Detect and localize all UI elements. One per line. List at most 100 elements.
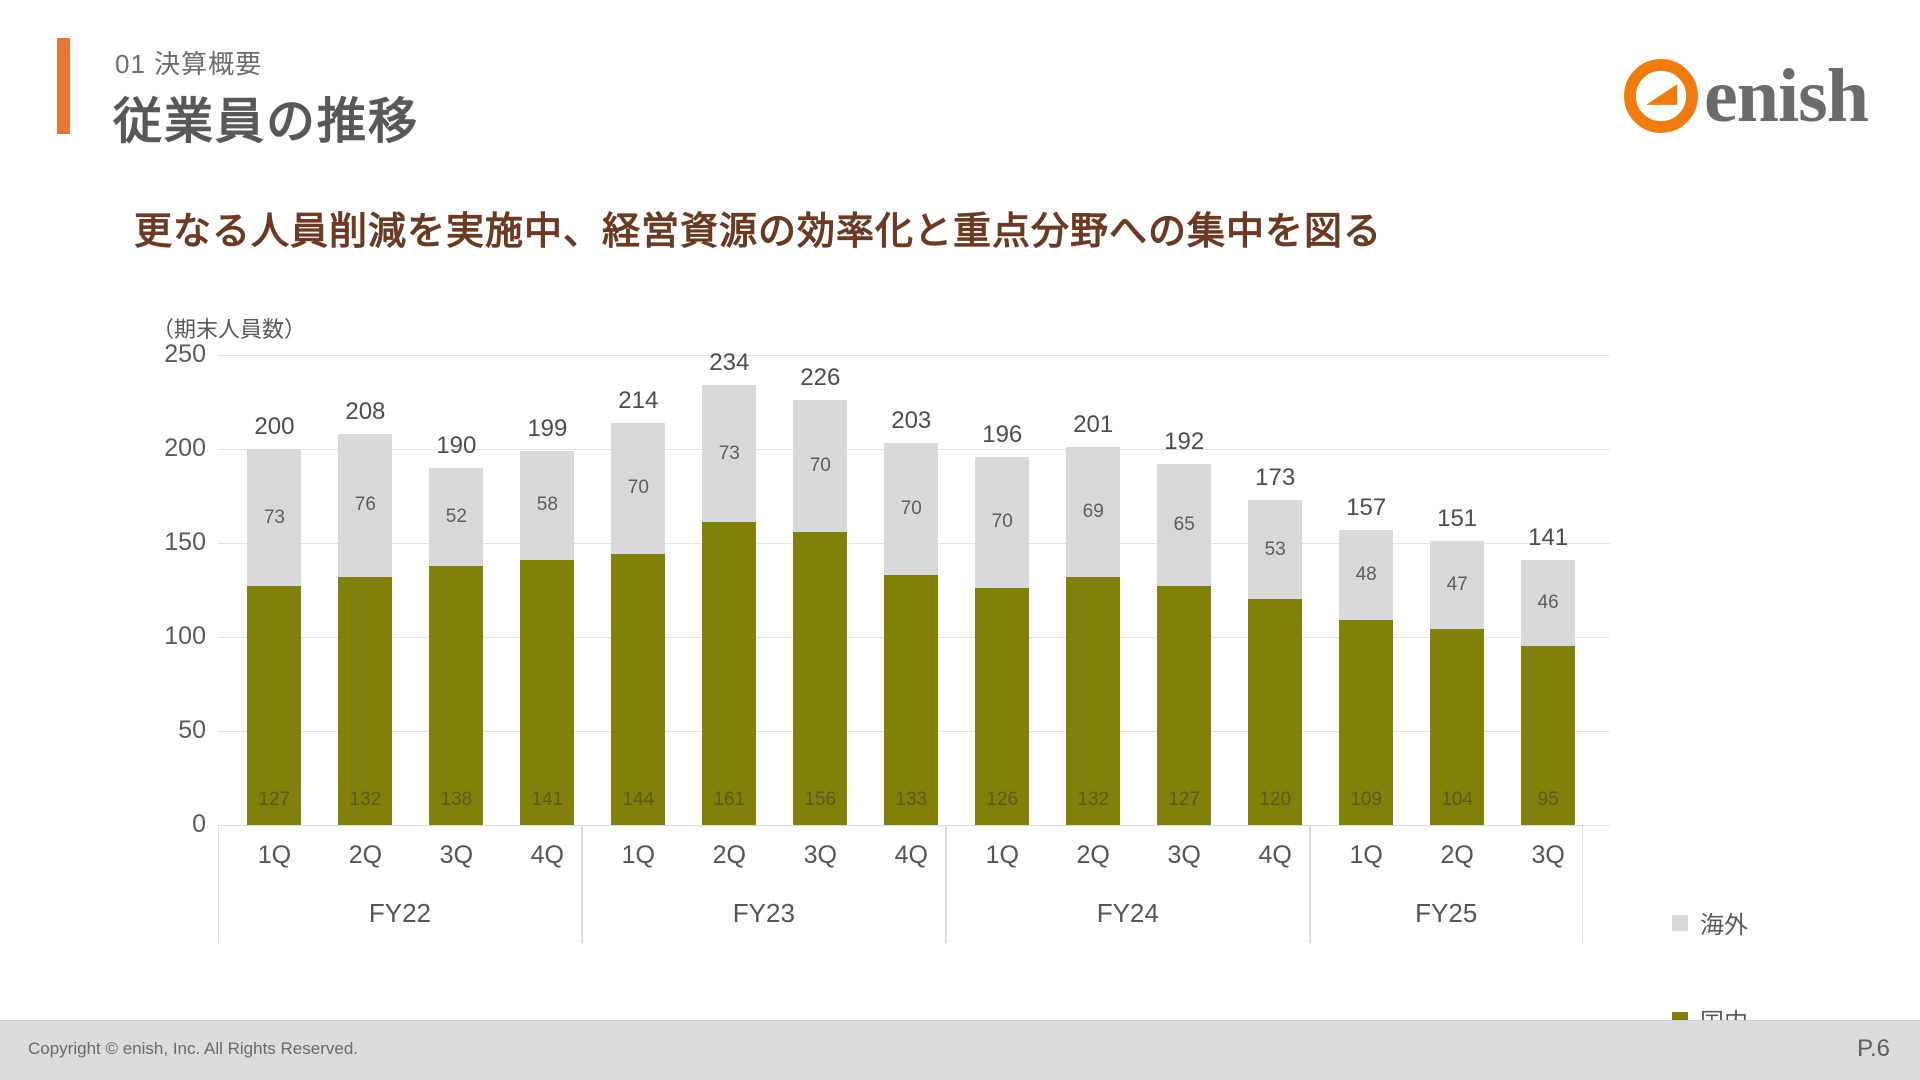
bar-total-label: 199 — [527, 414, 568, 442]
bar-segment-overseas[interactable]: 70 — [793, 400, 848, 532]
bar-column[interactable]: 203 70 133 — [884, 407, 939, 825]
bar-column[interactable]: 199 58 141 — [520, 415, 575, 825]
y-axis-tick-label: 250 — [164, 340, 206, 368]
bar-segment-overseas[interactable]: 70 — [884, 443, 939, 575]
bar-segment-domestic[interactable]: 104 — [1430, 629, 1485, 825]
bar-segment-domestic[interactable]: 133 — [884, 574, 939, 825]
bar-column[interactable]: 192 65 127 — [1157, 428, 1212, 825]
bar-segment-domestic[interactable]: 161 — [702, 522, 757, 825]
fiscal-year-label: FY25 — [1415, 898, 1478, 928]
bar-segment-overseas[interactable]: 58 — [520, 450, 575, 560]
section-eyebrow: 01 決算概要 — [115, 49, 263, 79]
bar-segment-label-overseas: 58 — [536, 494, 558, 516]
bar-segment-overseas[interactable]: 70 — [975, 456, 1030, 589]
bar-segment-overseas[interactable]: 73 — [247, 449, 302, 587]
bar-segment-domestic[interactable]: 127 — [1157, 586, 1212, 825]
bar-column[interactable]: 196 70 126 — [975, 421, 1030, 825]
bar-total-label: 234 — [709, 349, 750, 377]
fiscal-year-label: FY22 — [368, 898, 432, 928]
bar-segment-overseas[interactable]: 76 — [338, 433, 393, 577]
bar-segment-overseas[interactable]: 47 — [1430, 541, 1485, 630]
bar-segment-label-overseas: 70 — [809, 454, 831, 476]
bar-segment-domestic[interactable]: 132 — [1066, 576, 1121, 825]
bar-segment-label-domestic: 120 — [1259, 789, 1292, 810]
x-axis-tick-label: 3Q — [439, 841, 474, 869]
bar-segment-domestic[interactable]: 120 — [1248, 599, 1303, 825]
bar-segment-overseas[interactable]: 70 — [611, 422, 666, 555]
bar-total-label: 200 — [254, 413, 295, 440]
bar-total-label: 203 — [891, 407, 932, 435]
x-axis-tick-label: 1Q — [985, 841, 1019, 869]
plot-area: 0 50 100 150 200 250 200 73 127 208 76 132 190 52 138 1… — [164, 340, 1610, 838]
bar-segment-domestic[interactable]: 144 — [611, 554, 666, 825]
bar-column[interactable]: 190 52 138 — [429, 432, 484, 825]
bar-segment-label-domestic: 109 — [1350, 789, 1383, 810]
bar-segment-label-overseas: 70 — [991, 511, 1013, 533]
bar-segment-overseas[interactable]: 46 — [1521, 559, 1576, 647]
bar-segment-label-domestic: 161 — [713, 789, 746, 810]
bar-total-label: 214 — [618, 386, 659, 414]
bar-segment-label-domestic: 138 — [440, 789, 473, 810]
bar-segment-overseas[interactable]: 52 — [429, 467, 484, 566]
bar-segment-domestic[interactable]: 141 — [520, 559, 575, 825]
bar-segment-domestic[interactable]: 126 — [975, 588, 1030, 825]
bar-segment-label-domestic: 133 — [895, 789, 928, 810]
fiscal-year-group: FY25 — [1309, 825, 1583, 943]
bar-column[interactable]: 234 73 161 — [702, 349, 757, 825]
bar-segment-domestic[interactable]: 127 — [247, 586, 302, 825]
bar-segment-overseas[interactable]: 65 — [1157, 464, 1212, 587]
bar-segment-domestic[interactable]: 109 — [1339, 620, 1394, 825]
x-axis-tick-label: 1Q — [257, 841, 292, 869]
bar-segment-domestic[interactable]: 138 — [429, 565, 484, 825]
y-axis-tick-label: 50 — [178, 716, 206, 744]
title-accent-bar — [57, 38, 70, 134]
legend-label-overseas: 海外 — [1700, 912, 1748, 939]
bar-column[interactable]: 173 53 120 — [1248, 464, 1303, 825]
bar-segment-label-overseas: 76 — [354, 494, 376, 516]
x-axis-tick-label: 4Q — [894, 841, 928, 869]
y-axis-tick-label: 200 — [164, 434, 206, 462]
bar-column[interactable]: 226 70 156 — [793, 364, 848, 825]
bar-column[interactable]: 157 48 109 — [1339, 494, 1394, 825]
fiscal-year-group: FY23 — [581, 825, 946, 943]
x-axis-tick-label: 1Q — [1349, 841, 1383, 869]
fiscal-year-label: FY23 — [732, 898, 795, 928]
y-axis-unit-label: （期末人員数） — [152, 317, 307, 342]
legend-swatch-overseas — [1672, 914, 1688, 931]
bar-segment-domestic[interactable]: 156 — [793, 531, 848, 825]
bar-segment-label-overseas: 52 — [445, 505, 467, 527]
enish-e-mark-icon — [1624, 59, 1699, 133]
x-axis-tick-label: 2Q — [1440, 841, 1474, 869]
y-axis-tick-label: 0 — [192, 810, 206, 838]
legend-item-overseas[interactable]: 海外 — [1672, 905, 1748, 940]
bar-segment-label-domestic: 104 — [1441, 789, 1473, 810]
bar-segment-overseas[interactable]: 73 — [702, 385, 757, 523]
bar-total-label: 190 — [436, 431, 477, 459]
bar-segment-domestic[interactable]: 95 — [1521, 646, 1576, 825]
bar-column[interactable]: 214 70 144 — [611, 387, 666, 825]
bar-segment-label-overseas: 70 — [627, 477, 649, 499]
bar-column[interactable]: 151 47 104 — [1430, 505, 1485, 825]
bar-segment-overseas[interactable]: 53 — [1248, 499, 1303, 600]
y-axis-tick-label: 150 — [164, 528, 206, 556]
bar-segment-label-domestic: 144 — [622, 789, 655, 810]
bar-segment-overseas[interactable]: 48 — [1339, 529, 1394, 621]
bar-column[interactable]: 208 76 132 — [338, 398, 393, 825]
bar-segment-label-overseas: 73 — [263, 506, 285, 528]
bar-segment-label-overseas: 47 — [1446, 574, 1468, 596]
x-axis-tick-label: 4Q — [530, 841, 565, 869]
x-axis-tick-label: 2Q — [1076, 841, 1110, 869]
bar-segment-label-overseas: 70 — [900, 498, 922, 520]
x-axis-tick-label: 2Q — [712, 841, 746, 869]
bar-segment-overseas[interactable]: 69 — [1066, 447, 1121, 577]
bar-column[interactable]: 201 69 132 — [1066, 411, 1121, 825]
gridline — [218, 355, 1610, 356]
bar-column[interactable]: 200 73 127 — [247, 413, 302, 825]
bar-total-label: 226 — [800, 364, 841, 392]
bar-segment-domestic[interactable]: 132 — [338, 576, 393, 825]
bar-segment-label-overseas: 69 — [1082, 500, 1104, 522]
bar-segment-label-domestic: 141 — [531, 789, 564, 810]
slide-footer: Copyright © enish, Inc. All Rights Reser… — [0, 1020, 1920, 1080]
bar-column[interactable]: 141 46 95 — [1521, 524, 1576, 825]
